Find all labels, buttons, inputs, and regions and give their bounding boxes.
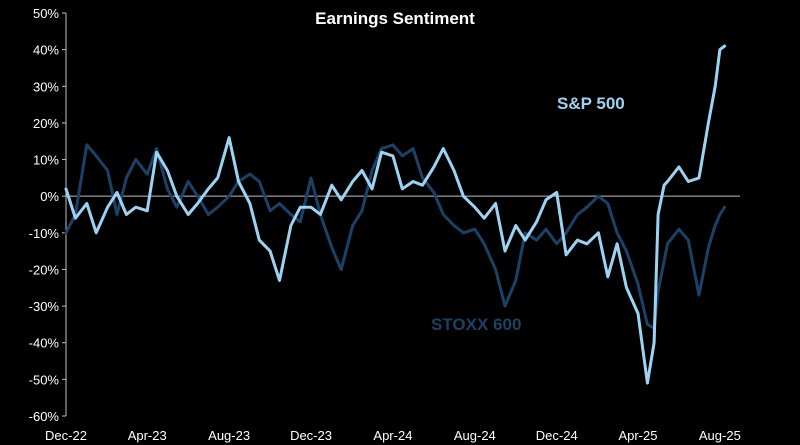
y-tick-label: 10% — [33, 153, 59, 168]
series-label-stoxx600: STOXX 600 — [431, 315, 521, 334]
x-axis: Dec-22 Apr-23 Aug-23 Dec-23 Apr-24 Aug-24 Dec-… — [45, 428, 741, 443]
y-tick-label: -50% — [29, 372, 60, 387]
y-tick-label: 0% — [40, 189, 59, 204]
x-tick-label: Apr-25 — [618, 428, 657, 443]
y-tick-label: 50% — [33, 6, 59, 21]
y-tick-label: -30% — [29, 299, 60, 314]
series-label-sp500: S&P 500 — [557, 94, 625, 113]
x-tick-label: Apr-24 — [373, 428, 412, 443]
y-tick-label: -20% — [29, 262, 60, 277]
series-line-stoxx600 — [64, 143, 727, 330]
x-tick-label: Apr-23 — [128, 428, 167, 443]
x-tick-label: Aug-25 — [699, 428, 741, 443]
series-line-sp500 — [64, 44, 727, 385]
y-tick-label: 40% — [33, 43, 59, 58]
x-tick-label: Dec-22 — [45, 428, 87, 443]
x-tick-label: Aug-23 — [208, 428, 250, 443]
y-tick-label: -10% — [29, 226, 60, 241]
chart-title: Earnings Sentiment — [315, 9, 475, 28]
series-layer — [64, 44, 727, 385]
y-axis: 50% 40% 30% 20% 10% 0% -10% -20% -30% -40% -50% -60… — [29, 6, 66, 424]
y-tick-label: 30% — [33, 79, 59, 94]
x-tick-label: Aug-24 — [454, 428, 496, 443]
x-tick-label: Dec-23 — [290, 428, 332, 443]
x-tick-label: Dec-24 — [536, 428, 578, 443]
y-tick-label: -40% — [29, 336, 60, 351]
y-tick-label: -60% — [29, 409, 60, 424]
y-tick-label: 20% — [33, 116, 59, 131]
